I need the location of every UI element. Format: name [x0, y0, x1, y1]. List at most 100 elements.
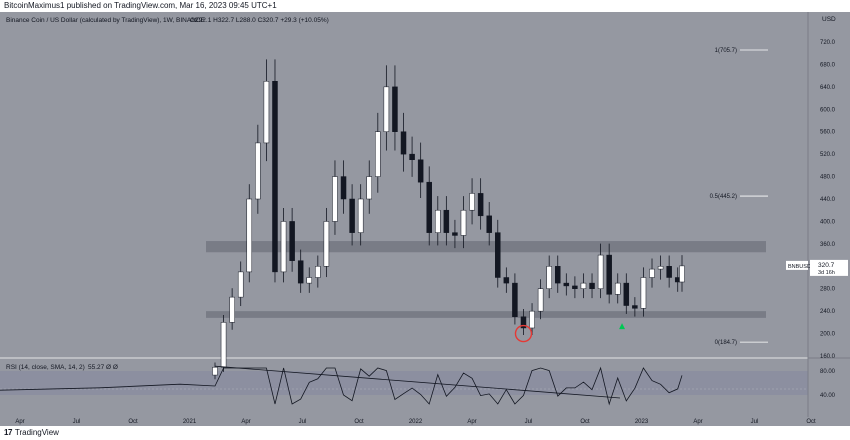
main-pane[interactable] — [0, 12, 808, 357]
candle[interactable] — [623, 282, 630, 306]
candle[interactable] — [640, 277, 647, 309]
candle[interactable] — [572, 285, 578, 289]
candle[interactable] — [537, 288, 544, 312]
time-tick-label: Jul — [751, 419, 759, 425]
time-tick-label: Apr — [241, 419, 250, 425]
candle[interactable] — [512, 282, 518, 318]
candle[interactable] — [237, 271, 244, 298]
candle[interactable] — [349, 198, 355, 233]
fib-label: 0.5(445.2) — [710, 194, 737, 200]
candle[interactable] — [332, 176, 338, 222]
candle[interactable] — [546, 266, 552, 289]
rsi-extra: Ø Ø — [106, 364, 118, 371]
last-price-value: 320.7 — [818, 262, 835, 269]
price-tick-label: 440.0 — [820, 197, 836, 203]
symbol-badge — [786, 260, 808, 270]
candle[interactable] — [280, 221, 287, 273]
candle[interactable] — [495, 232, 501, 278]
price-tick-label: 600.0 — [820, 107, 836, 113]
candle[interactable] — [589, 282, 595, 289]
candle[interactable] — [503, 277, 510, 284]
price-tick-label: 360.0 — [820, 242, 836, 248]
fib-label: 1(705.7) — [715, 48, 737, 54]
candle[interactable] — [597, 254, 604, 289]
time-tick-label: 2021 — [183, 419, 197, 425]
price-chart[interactable]: Binance Coin / US Dollar (calculated by … — [0, 12, 850, 426]
candle[interactable] — [255, 142, 261, 200]
time-axis[interactable] — [0, 417, 850, 426]
candle[interactable] — [435, 209, 441, 233]
time-tick-label: 2022 — [409, 419, 423, 425]
candle[interactable] — [357, 198, 364, 233]
price-tick-label: 680.0 — [820, 62, 836, 68]
candle[interactable] — [392, 86, 398, 132]
candle[interactable] — [366, 176, 372, 200]
candle[interactable] — [606, 254, 612, 295]
rsi-tick-label: 40.00 — [820, 393, 836, 399]
footer-brand: TradingView — [14, 427, 59, 437]
rsi-band — [0, 371, 808, 395]
candle[interactable] — [477, 193, 484, 217]
time-tick-label: 2023 — [635, 419, 649, 425]
price-tick-label: 560.0 — [820, 130, 836, 136]
publish-line: BitcoinMaximus1 published on TradingView… — [0, 0, 850, 12]
price-axis[interactable] — [808, 12, 850, 417]
candle[interactable] — [443, 209, 450, 233]
low-marker-circle — [514, 324, 533, 343]
price-tick-label: 640.0 — [820, 85, 836, 91]
candle[interactable] — [340, 176, 347, 200]
candle[interactable] — [452, 232, 458, 236]
candle[interactable] — [229, 296, 235, 323]
time-tick-label: Apr — [693, 419, 702, 425]
time-tick-label: Apr — [467, 419, 476, 425]
candle[interactable] — [297, 260, 304, 284]
candle[interactable] — [417, 159, 424, 183]
candle[interactable] — [555, 266, 561, 284]
candle[interactable] — [272, 81, 278, 273]
currency-label: USD — [822, 16, 836, 23]
ohlc-readout: O292.1 H322.7 L288.0 C320.7 +29.3 (+10.0… — [190, 17, 329, 24]
candle[interactable] — [400, 131, 407, 155]
rsi-value: 55.27 — [88, 364, 105, 371]
candle[interactable] — [375, 131, 381, 177]
zone-resistance — [206, 241, 766, 253]
candle[interactable] — [649, 268, 655, 278]
candle[interactable] — [315, 266, 321, 278]
candle[interactable] — [469, 193, 475, 211]
zone-support — [206, 311, 766, 318]
candle[interactable] — [657, 266, 664, 270]
price-tick-label: 520.0 — [820, 152, 836, 158]
candle[interactable] — [289, 221, 295, 261]
candle[interactable] — [520, 316, 527, 329]
candle[interactable] — [306, 277, 313, 284]
candle[interactable] — [212, 366, 218, 376]
footer: 17 TradingView — [4, 426, 59, 438]
candle[interactable] — [383, 86, 390, 132]
candle[interactable] — [563, 282, 570, 287]
time-tick-label: Jul — [73, 419, 81, 425]
candle[interactable] — [246, 198, 253, 273]
candle[interactable] — [426, 181, 432, 233]
time-tick-label: Oct — [354, 419, 364, 425]
candle[interactable] — [632, 305, 638, 309]
candle[interactable] — [529, 310, 535, 329]
candle[interactable] — [409, 153, 415, 160]
candle[interactable] — [666, 266, 672, 278]
price-tick-label: 280.0 — [820, 287, 836, 293]
price-tick-label: 400.0 — [820, 219, 836, 225]
candle[interactable] — [614, 282, 621, 295]
rsi-line — [0, 366, 683, 406]
higher-low-arrow-icon — [619, 323, 626, 330]
time-tick-label: Oct — [128, 419, 138, 425]
candle[interactable] — [580, 282, 587, 289]
candle[interactable] — [220, 322, 227, 368]
price-tick-label: 240.0 — [820, 309, 836, 315]
candle[interactable] — [460, 209, 467, 236]
candle[interactable] — [323, 221, 330, 267]
candle[interactable] — [486, 215, 492, 233]
candle[interactable] — [263, 81, 270, 144]
candle[interactable] — [679, 265, 685, 283]
symbol-label: BNBUSD — [788, 264, 811, 270]
rsi-tick-label: 80.00 — [820, 369, 836, 375]
time-tick-label: Oct — [580, 419, 590, 425]
